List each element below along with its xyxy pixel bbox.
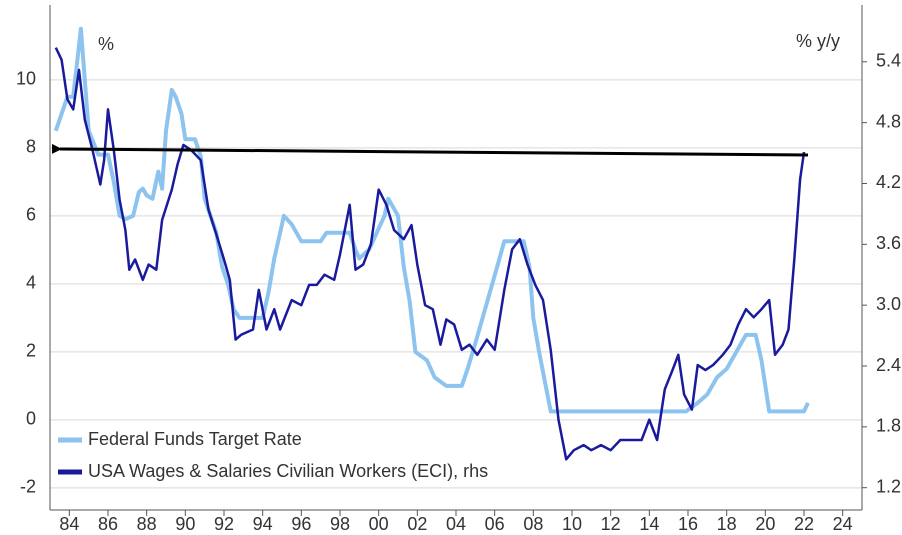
series-line bbox=[53, 26, 810, 414]
x-tick-label: 84 bbox=[59, 514, 79, 534]
y2-tick-label: 1.8 bbox=[876, 416, 901, 436]
y2-tick-label: 5.4 bbox=[876, 51, 901, 71]
x-tick-label: 00 bbox=[369, 514, 389, 534]
x-tick-label: 12 bbox=[601, 514, 621, 534]
y2-tick-label: 2.4 bbox=[876, 355, 901, 375]
y-axis-label: % bbox=[98, 34, 114, 54]
y2-tick-label: 1.2 bbox=[876, 476, 901, 496]
x-tick-label: 14 bbox=[639, 514, 659, 534]
y2-tick-label: 4.2 bbox=[876, 172, 901, 192]
y-tick-label: -2 bbox=[20, 477, 36, 497]
y-tick-label: 10 bbox=[16, 69, 36, 89]
y-tick-label: 0 bbox=[26, 409, 36, 429]
x-tick-label: 04 bbox=[446, 514, 466, 534]
grid bbox=[50, 79, 862, 489]
x-tick-label: 90 bbox=[175, 514, 195, 534]
x-tick-label: 16 bbox=[678, 514, 698, 534]
x-tick-label: 88 bbox=[137, 514, 157, 534]
x-tick-label: 18 bbox=[717, 514, 737, 534]
x-tick-label: 92 bbox=[214, 514, 234, 534]
x-tick-label: 22 bbox=[794, 514, 814, 534]
y2-tick-label: 3.0 bbox=[876, 294, 901, 314]
x-tick-label: 08 bbox=[523, 514, 543, 534]
series-line bbox=[54, 47, 806, 461]
y-tick-label: 6 bbox=[26, 205, 36, 225]
y2-axis-label: % y/y bbox=[796, 31, 840, 51]
y2-tick-label: 4.8 bbox=[876, 111, 901, 131]
x-tick-label: 86 bbox=[98, 514, 118, 534]
lines bbox=[53, 26, 810, 461]
x-tick-label: 94 bbox=[253, 514, 273, 534]
arrow bbox=[51, 143, 809, 157]
y2-tick-label: 3.6 bbox=[876, 233, 901, 253]
y-tick-label: 4 bbox=[26, 273, 36, 293]
legend-label: USA Wages & Salaries Civilian Workers (E… bbox=[88, 461, 488, 481]
x-tick-label: 06 bbox=[485, 514, 505, 534]
x-tick-label: 02 bbox=[407, 514, 427, 534]
x-tick-label: 98 bbox=[330, 514, 350, 534]
x-tick-label: 10 bbox=[562, 514, 582, 534]
y-tick-label: 8 bbox=[26, 137, 36, 157]
x-tick-label: 96 bbox=[291, 514, 311, 534]
y-tick-label: 2 bbox=[26, 341, 36, 361]
x-tick-label: 24 bbox=[833, 514, 853, 534]
x-tick-label: 20 bbox=[755, 514, 775, 534]
legend-label: Federal Funds Target Rate bbox=[88, 429, 302, 449]
